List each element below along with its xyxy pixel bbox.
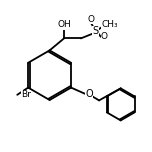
Text: O: O	[88, 15, 95, 24]
Text: O: O	[101, 32, 108, 41]
Text: O: O	[85, 89, 93, 99]
Text: Br: Br	[21, 90, 31, 99]
Text: OH: OH	[57, 20, 71, 29]
Text: CH₃: CH₃	[102, 20, 118, 29]
Text: S: S	[92, 26, 98, 36]
